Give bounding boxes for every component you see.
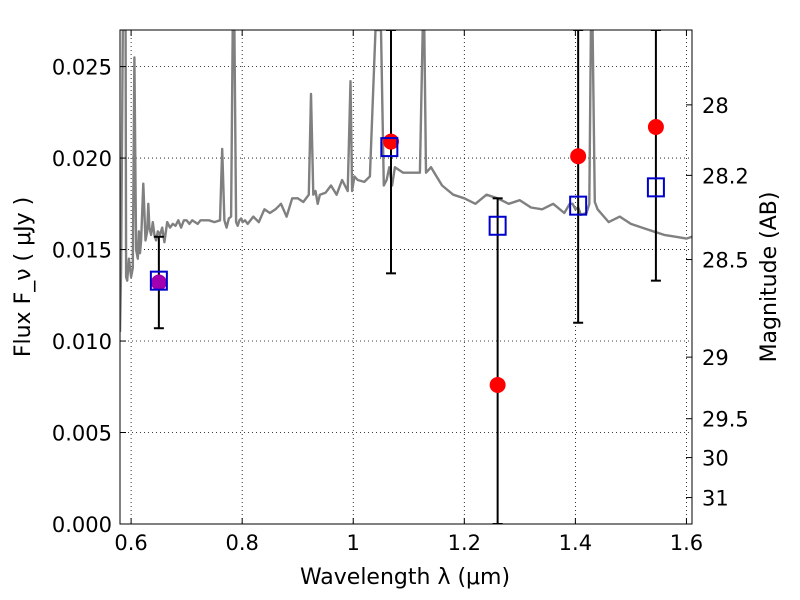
model-point [569, 195, 588, 216]
observed-point [570, 148, 587, 165]
right-tick-label: 29 [702, 346, 729, 370]
errorbar-layer [153, 30, 661, 524]
right-tick-label: 31 [702, 487, 729, 511]
y-tick-label: 0.025 [52, 56, 112, 80]
y-axis-label: Flux F_ν ( μJy ) [11, 197, 36, 357]
x-tick-label: 0.6 [114, 531, 147, 555]
right-tick-label: 28.5 [702, 249, 749, 273]
y-tick-label: 0.020 [52, 147, 112, 171]
x-axis-label: Wavelength λ (μm) [300, 565, 510, 590]
right-tick-label: 30 [702, 447, 729, 471]
x-tick-label: 1.6 [670, 531, 703, 555]
model-point [149, 270, 168, 291]
x-tick-label: 1 [347, 531, 360, 555]
plot-frame [119, 29, 693, 525]
right-tick-label: 29.5 [702, 408, 749, 432]
model-point [488, 215, 507, 236]
observed-point [150, 274, 167, 291]
spectrum-line [120, 30, 692, 332]
grid [120, 30, 692, 524]
spectrum-layer [120, 30, 692, 332]
x-tick-label: 1.4 [559, 531, 592, 555]
x-tick-label: 1.2 [448, 531, 481, 555]
y-tick-label: 0.000 [52, 513, 112, 537]
y-axis-right-label: Magnitude (AB) [757, 192, 782, 363]
marker-layer [149, 118, 665, 393]
right-tick-label: 28.2 [702, 164, 749, 188]
y-tick-label: 0.010 [52, 330, 112, 354]
x-tick-label: 0.8 [225, 531, 258, 555]
axis-ticks: 0.6 0.8 1 1.2 1.4 1.6 0.000 0.005 0.010 0.015 0.02… [52, 30, 749, 555]
right-tick-label: 28 [702, 94, 729, 118]
y-tick-label: 0.005 [52, 422, 112, 446]
observed-point [647, 118, 664, 135]
model-point [380, 137, 399, 158]
observed-point [489, 376, 506, 393]
model-point [646, 177, 665, 198]
y-tick-label: 0.015 [52, 239, 112, 263]
